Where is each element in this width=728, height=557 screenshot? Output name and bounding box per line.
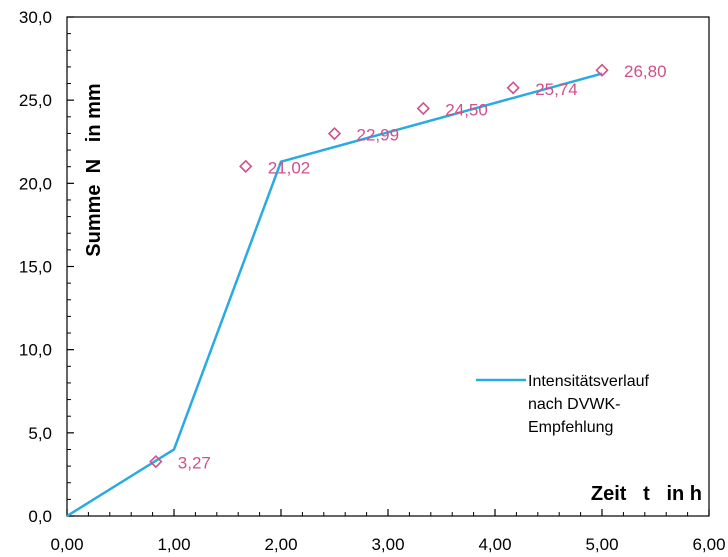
y-tick-label: 5,0 [28,424,52,443]
data-point-label: 25,74 [535,80,578,99]
plot-area [66,16,710,517]
data-point-label: 21,02 [268,158,311,177]
y-tick-label: 20,0 [19,174,52,193]
legend-line-3: Empfehlung [528,419,613,436]
data-point-marker [327,126,342,141]
y-tick-label: 0,0 [28,507,52,526]
legend-line-2: nach DVWK- [528,396,620,413]
x-tick-label: 3,00 [371,535,404,554]
y-tick-label: 30,0 [19,8,52,27]
x-tick-label: 2,00 [264,535,297,554]
data-point-label: 24,50 [445,100,488,119]
data-point-marker [149,454,163,469]
x-tick-label: 1,00 [157,535,190,554]
data-point-marker [595,63,609,77]
y-tick-labels: 0,0 5,0 10,0 15,0 20,0 25,0 30,0 [19,8,52,526]
y-tick-label: 25,0 [19,91,52,110]
legend: Intensitätsverlauf nach DVWK- Empfehlung [476,373,650,436]
x-axis-title: Zeit t in h [591,483,702,505]
data-point-marker [506,81,520,95]
x-tick-label: 4,00 [478,535,511,554]
legend-line-1: Intensitätsverlauf [528,373,650,390]
data-markers [149,63,609,469]
y-tick-label: 10,0 [19,341,52,360]
x-tick-label: 0,00 [50,535,83,554]
data-point-marker [416,101,430,116]
data-point-label: 22,99 [357,126,400,145]
series-line-intensitaetsverlauf [66,72,603,518]
y-axis-title: Summe N in mm [83,83,105,256]
y-tick-label: 15,0 [19,258,52,277]
x-tick-labels: 0,00 1,00 2,00 3,00 4,00 5,00 6,00 [50,535,725,554]
data-point-label: 3,27 [178,454,211,473]
x-tick-label: 6,00 [692,535,725,554]
x-tick-label: 5,00 [585,535,618,554]
data-point-label: 26,80 [624,62,667,81]
data-point-marker [239,159,253,173]
data-labels: 3,27 21,02 22,99 24,50 25,74 26,80 [178,62,667,472]
axis-ticks [66,16,710,517]
